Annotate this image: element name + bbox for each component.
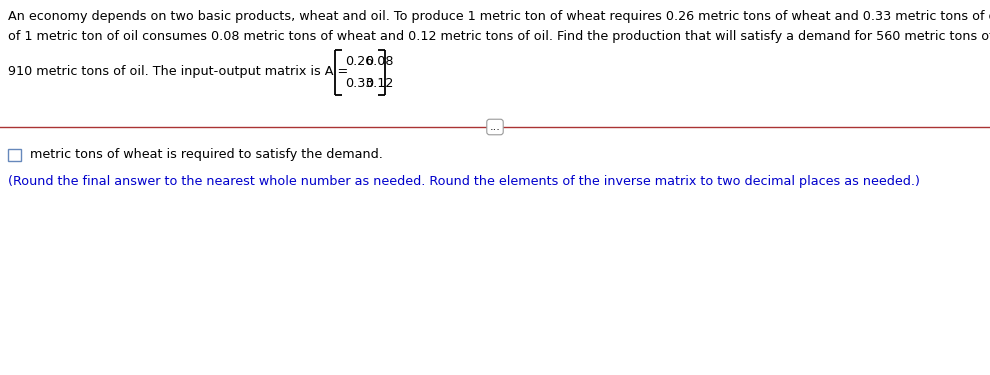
Text: An economy depends on two basic products, wheat and oil. To produce 1 metric ton: An economy depends on two basic products… xyxy=(8,10,990,23)
Text: of 1 metric ton of oil consumes 0.08 metric tons of wheat and 0.12 metric tons o: of 1 metric ton of oil consumes 0.08 met… xyxy=(8,30,990,43)
Text: 910 metric tons of oil. The input-output matrix is A =: 910 metric tons of oil. The input-output… xyxy=(8,66,348,78)
Text: 0.12: 0.12 xyxy=(365,77,393,90)
Text: (Round the final answer to the nearest whole number as needed. Round the element: (Round the final answer to the nearest w… xyxy=(8,175,920,188)
Text: 0.33: 0.33 xyxy=(345,77,373,90)
Text: .: . xyxy=(388,77,392,90)
Text: 0.08: 0.08 xyxy=(365,55,393,68)
Text: metric tons of wheat is required to satisfy the demand.: metric tons of wheat is required to sati… xyxy=(26,148,383,162)
Text: 0.26: 0.26 xyxy=(345,55,373,68)
FancyBboxPatch shape xyxy=(8,148,21,162)
Text: ...: ... xyxy=(490,122,500,132)
